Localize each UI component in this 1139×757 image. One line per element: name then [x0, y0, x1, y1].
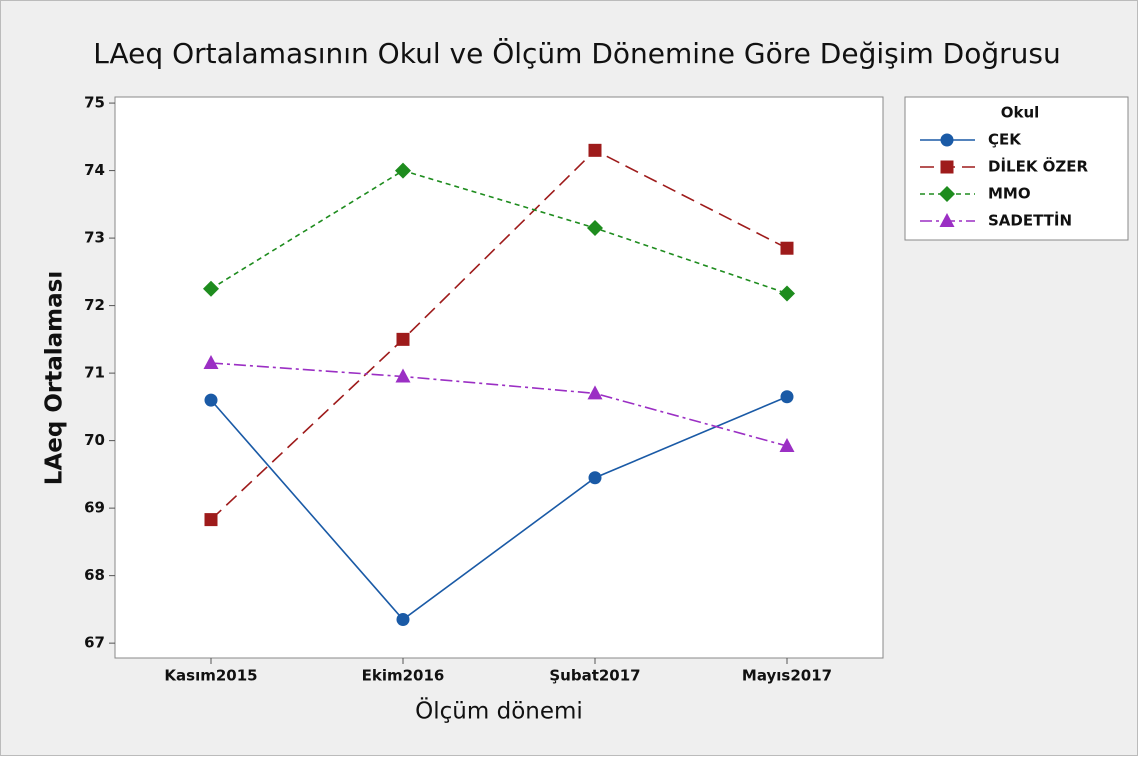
y-tick-label: 69 — [84, 499, 105, 517]
marker — [779, 285, 795, 302]
marker — [395, 368, 411, 383]
marker — [780, 390, 794, 404]
marker — [396, 332, 410, 346]
marker — [203, 280, 219, 297]
y-tick-label: 67 — [84, 634, 105, 652]
plot-area — [114, 96, 884, 659]
marker — [204, 513, 218, 527]
marker — [588, 143, 602, 157]
series-line — [210, 362, 788, 447]
y-tick-label: 74 — [84, 161, 105, 179]
y-tick-label: 75 — [84, 94, 105, 112]
marker — [780, 241, 794, 255]
marker — [940, 160, 954, 174]
chart-title: LAeq Ortalamasının Okul ve Ölçüm Dönemin… — [93, 36, 1060, 70]
y-tick-label: 73 — [84, 229, 105, 247]
legend-label: ÇEK — [988, 131, 1022, 149]
marker — [779, 438, 795, 453]
marker — [939, 186, 955, 202]
legend-label: SADETTİN — [988, 211, 1072, 230]
marker — [203, 354, 219, 369]
y-axis-label: LAeq Ortalaması — [42, 271, 68, 485]
series-line — [210, 169, 788, 295]
x-tick-label: Kasım2015 — [164, 667, 257, 685]
series-line — [210, 149, 788, 521]
y-tick-label: 71 — [84, 364, 105, 382]
marker — [204, 393, 218, 407]
y-tick-label: 72 — [84, 296, 105, 314]
marker — [588, 471, 602, 485]
marker — [587, 219, 603, 236]
marker — [396, 613, 410, 627]
x-tick-label: Ekim2016 — [362, 667, 445, 685]
y-tick-label: 68 — [84, 566, 105, 584]
legend-title: Okul — [1001, 104, 1040, 122]
legend-label: DİLEK ÖZER — [988, 157, 1089, 176]
x-tick-label: Mayıs2017 — [742, 667, 832, 685]
series-line — [210, 396, 788, 621]
x-axis-label: Ölçüm dönemi — [415, 697, 583, 725]
legend-label: MMO — [988, 185, 1031, 203]
marker — [395, 162, 411, 179]
marker — [940, 133, 954, 147]
marker — [587, 385, 603, 400]
marker — [939, 213, 955, 227]
x-tick-label: Şubat2017 — [549, 667, 640, 685]
y-tick-label: 70 — [84, 431, 105, 449]
